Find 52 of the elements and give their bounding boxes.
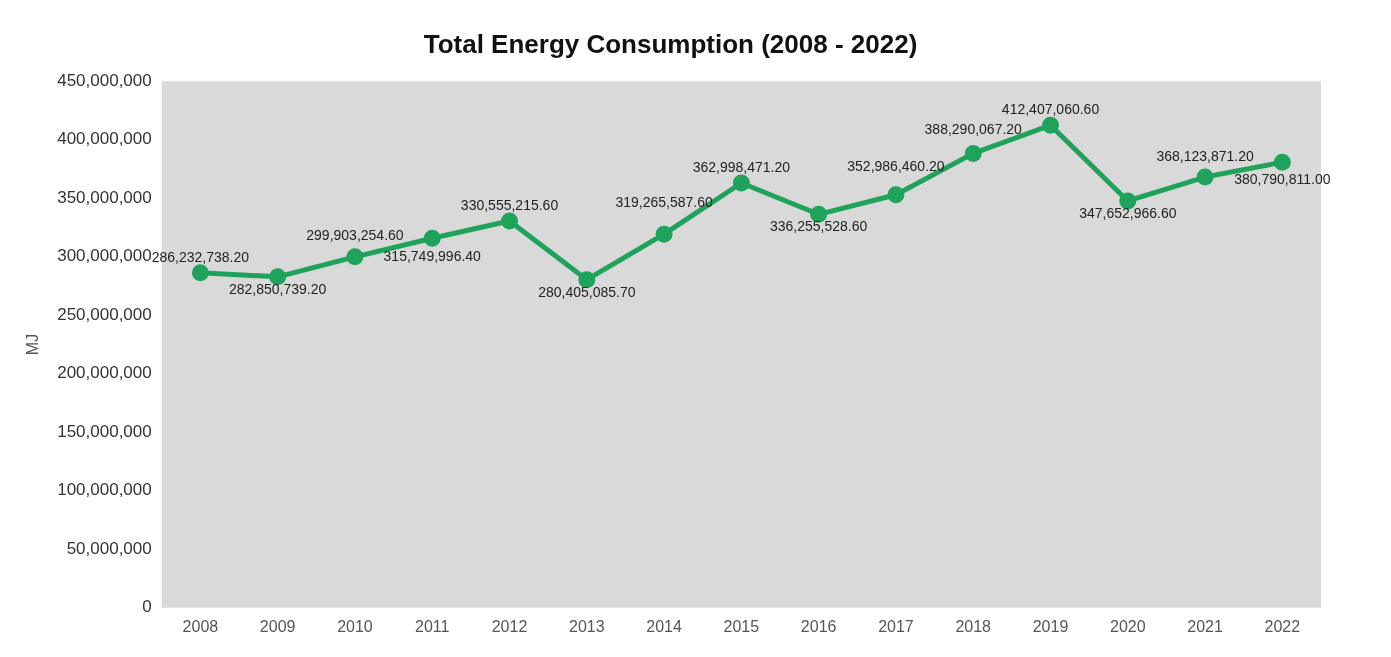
y-axis-title: MJ <box>24 333 42 356</box>
point <box>423 229 441 247</box>
data-label: 286,232,738.20 <box>151 248 250 265</box>
point <box>501 212 519 230</box>
y-tick-label: 0 <box>142 597 152 617</box>
point <box>732 174 750 192</box>
x-tick-label: 2010 <box>337 617 373 635</box>
point <box>887 186 905 204</box>
x-tick-label: 2008 <box>182 617 219 635</box>
data-label: 282,850,739.20 <box>229 280 327 297</box>
x-tick-label: 2019 <box>1032 617 1069 635</box>
data-label: 352,986,460.20 <box>847 157 945 174</box>
data-label: 368,123,871.20 <box>1156 148 1254 165</box>
y-tick-label: 100,000,000 <box>57 480 152 500</box>
x-tick-label: 2017 <box>878 617 914 635</box>
data-label: 362,998,471.20 <box>692 158 791 175</box>
y-tick-label: 300,000,000 <box>57 246 152 266</box>
data-label: 315,749,996.40 <box>383 248 482 264</box>
data-label: 380,790,811.00 <box>1234 170 1331 187</box>
point <box>1196 168 1214 186</box>
y-tick-label: 450,000,000 <box>57 70 152 90</box>
x-tick-label: 2020 <box>1109 617 1146 635</box>
data-label: 330,555,215.60 <box>460 196 559 213</box>
point <box>1273 153 1291 171</box>
x-tick-label: 2016 <box>800 617 837 635</box>
x-tick-label: 2011 <box>415 617 450 635</box>
y-tick-label: 200,000,000 <box>57 363 152 383</box>
data-label: 280,405,085.70 <box>538 283 636 300</box>
y-tick-label: 350,000,000 <box>57 187 152 207</box>
chart-title: Total Energy Consumption (2008 - 2022) <box>423 28 918 59</box>
data-label: 336,255,528.60 <box>769 218 868 235</box>
x-tick-label: 2012 <box>491 617 528 635</box>
x-tick-label: 2018 <box>955 617 992 635</box>
y-tick-label: 150,000,000 <box>57 421 152 441</box>
y-tick-label: 400,000,000 <box>57 129 152 149</box>
data-label: 299,903,254.60 <box>306 227 404 244</box>
point <box>964 144 982 162</box>
point <box>1042 116 1060 134</box>
point <box>655 225 673 243</box>
point <box>346 248 364 266</box>
x-tick-label: 2015 <box>723 617 760 635</box>
x-tick-label: 2022 <box>1264 617 1301 635</box>
data-label: 347,652,966.60 <box>1079 204 1177 221</box>
data-label: 388,290,067.20 <box>924 120 1023 137</box>
x-tick-label: 2014 <box>646 617 682 635</box>
x-tick-label: 2021 <box>1187 617 1223 635</box>
point <box>191 264 209 282</box>
x-tick-label: 2013 <box>569 617 605 635</box>
x-tick-label: 2009 <box>259 617 296 635</box>
data-label: 412,407,060.60 <box>1001 101 1100 118</box>
y-tick-label: 50,000,000 <box>66 538 152 558</box>
y-tick-label: 250,000,000 <box>57 304 152 324</box>
